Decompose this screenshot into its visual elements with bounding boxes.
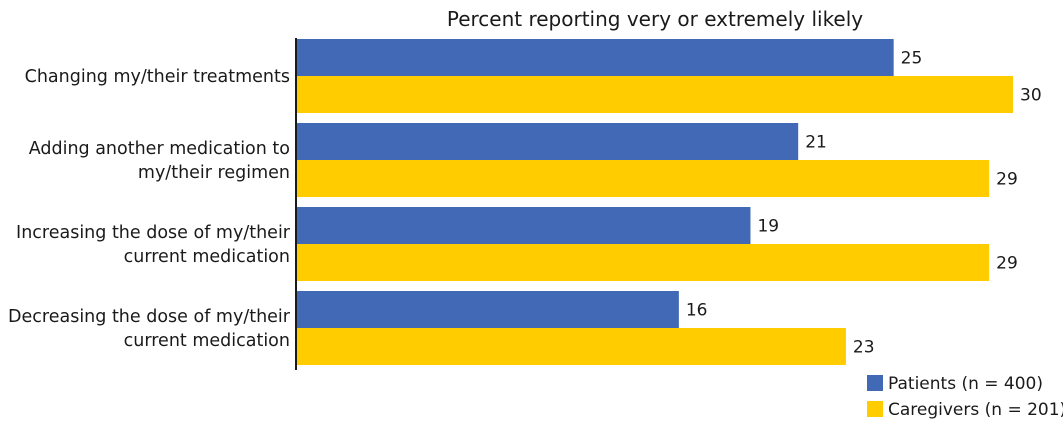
data-label-caregivers-3: 23 — [853, 338, 875, 358]
legend-label-caregivers: Caregivers (n = 201) — [888, 400, 1063, 420]
legend-label-patients: Patients (n = 400) — [888, 374, 1043, 394]
category-labels: Changing my/their treatments Adding anoth… — [8, 67, 291, 351]
bar-patients-1 — [297, 123, 799, 160]
data-label-caregivers-2: 29 — [996, 254, 1018, 274]
legend-swatch-patients — [867, 375, 883, 391]
category-label-3: Decreasing the dose of my/their current m… — [8, 307, 291, 351]
legend-swatch-caregivers — [867, 401, 883, 417]
bar-caregivers-0 — [297, 76, 1013, 113]
data-label-patients-2: 19 — [757, 217, 779, 237]
category-label-0: Changing my/their treatments — [25, 67, 290, 87]
bar-patients-2 — [297, 207, 751, 244]
bar-patients-3 — [297, 291, 679, 328]
data-label-patients-1: 21 — [805, 133, 827, 153]
bar-caregivers-3 — [297, 328, 846, 365]
bars-group: 25 30 21 29 19 29 16 23 — [297, 39, 1042, 365]
bar-caregivers-2 — [297, 244, 990, 281]
data-label-caregivers-1: 29 — [996, 170, 1018, 190]
category-label-2: Increasing the dose of my/their current m… — [16, 223, 291, 267]
bar-caregivers-1 — [297, 160, 990, 197]
bar-patients-0 — [297, 39, 894, 76]
chart-title: Percent reporting very or extremely like… — [447, 7, 863, 31]
data-label-patients-0: 25 — [901, 49, 923, 69]
category-label-1: Adding another medication to my/their reg… — [29, 139, 290, 183]
data-label-caregivers-0: 30 — [1020, 86, 1042, 106]
data-label-patients-3: 16 — [686, 301, 708, 321]
legend: Patients (n = 400) Caregivers (n = 201) — [867, 374, 1063, 420]
